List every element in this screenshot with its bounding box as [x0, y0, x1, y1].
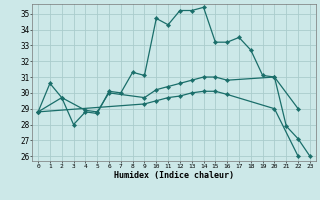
X-axis label: Humidex (Indice chaleur): Humidex (Indice chaleur)	[114, 171, 234, 180]
